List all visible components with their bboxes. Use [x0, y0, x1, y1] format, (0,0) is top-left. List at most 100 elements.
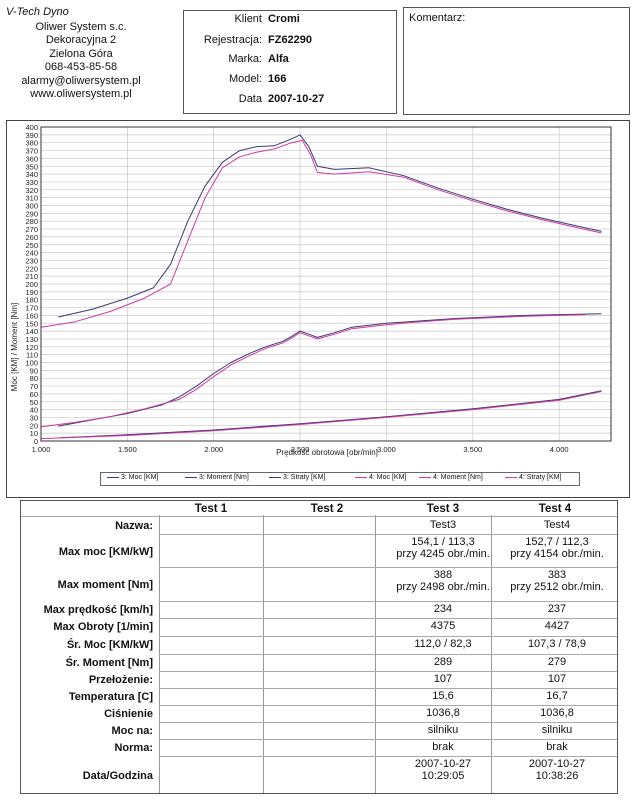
y-tick-label: 320	[25, 186, 38, 195]
model-row: Model: 166	[184, 73, 396, 91]
y-tick-label: 380	[25, 139, 38, 148]
legend-label: 3: Straty [KM]	[283, 474, 326, 481]
value-line: 107,3 / 78,9	[527, 638, 587, 650]
y-tick-label: 270	[25, 225, 38, 234]
value-line: brak	[546, 741, 568, 753]
value-line: 383	[547, 569, 567, 581]
legend-label: 3: Moment [Nm]	[199, 474, 249, 481]
company-info: V-Tech Dyno Oliwer System s.c. Dekoracyj…	[6, 6, 156, 102]
test-4-value: 4427	[495, 620, 619, 632]
y-tick-label: 10	[30, 429, 38, 438]
y-tick-label: 170	[25, 304, 38, 313]
legend-item: 4: Moment [Nm]	[419, 474, 483, 481]
y-tick-label: 30	[30, 413, 38, 422]
legend-label: 3: Moc [KM]	[121, 474, 159, 481]
row-label: Śr. Moc [KM/kW]	[66, 639, 153, 651]
x-tick-label: 4.000	[550, 445, 569, 454]
y-tick-label: 140	[25, 327, 38, 336]
y-tick-label: 210	[25, 272, 38, 281]
row-label: Max moc [KM/kW]	[58, 545, 153, 558]
y-tick-label: 260	[25, 233, 38, 242]
test-3-value: 2007-10-27 10:29:05	[381, 758, 505, 782]
date-label: Data	[238, 93, 262, 105]
x-tick-label: 3.000	[377, 445, 396, 454]
value-line: 15,6	[432, 690, 454, 702]
value-line: 2007-10-27	[414, 758, 472, 770]
value-line: 4427	[544, 620, 570, 632]
results-table: Test 1 Test 2 Test 3 Test 4 Nazwa: Test3 Test4…	[20, 500, 618, 794]
registration-label: Rejestracja:	[203, 34, 262, 46]
x-tick-label: 2.500	[291, 445, 310, 454]
test-3-value: 4375	[381, 620, 505, 632]
legend-label: 4: Moc [KM]	[369, 474, 407, 481]
value-line: 279	[547, 656, 567, 668]
value-line: Test4	[543, 519, 571, 531]
y-tick-label: 360	[25, 154, 38, 163]
dyno-chart: 0102030405060708090100110120130140150160…	[10, 123, 612, 457]
company-website: www.oliwersystem.pl	[30, 88, 132, 100]
test-3-value: 234	[381, 603, 505, 615]
test-4-value: 16,7	[495, 690, 619, 702]
model-value: 166	[268, 73, 287, 85]
value-line: silniku	[427, 724, 459, 736]
value-line: 154,1 / 113,3	[411, 536, 475, 548]
x-tick-label: 1.000	[32, 445, 51, 454]
y-tick-label: 340	[25, 170, 38, 179]
test-3-value: 112,0 / 82,3	[381, 638, 505, 650]
test-4-value: 383 przy 2512 obr./min.	[495, 569, 619, 593]
y-tick-label: 90	[30, 366, 38, 375]
test-3-value: 15,6	[381, 690, 505, 702]
legend-swatch	[107, 477, 119, 478]
row-divider	[159, 618, 617, 619]
client-info-box: Klient Cromi Rejestracja: FZ62290 Marka:…	[183, 10, 397, 114]
test-4-value: 237	[495, 603, 619, 615]
legend-item: 3: Moment [Nm]	[185, 474, 249, 481]
legend-swatch	[505, 477, 517, 478]
y-tick-label: 330	[25, 178, 38, 187]
y-tick-label: 120	[25, 343, 38, 352]
row-label: Śr. Moment [Nm]	[65, 657, 153, 669]
y-tick-label: 370	[25, 147, 38, 156]
row-divider	[159, 705, 617, 706]
y-tick-label: 350	[25, 162, 38, 171]
value-line: 107	[547, 673, 567, 685]
y-tick-label: 60	[30, 390, 38, 399]
test-3-value: 154,1 / 113,3 przy 4245 obr./min.	[381, 536, 505, 560]
value-line: 4375	[430, 620, 456, 632]
date-value: 2007-10-27	[268, 93, 325, 105]
y-tick-label: 70	[30, 382, 38, 391]
legend-label: 4: Moment [Nm]	[433, 474, 483, 481]
y-tick-label: 40	[30, 406, 38, 415]
company-email: alarmy@oliwersystem.pl	[21, 74, 141, 87]
x-tick-label: 3.500	[463, 445, 482, 454]
y-tick-label: 20	[30, 421, 38, 430]
company-line: Oliwer System s.c.	[35, 20, 127, 33]
row-divider	[159, 688, 617, 689]
test-3-value: 107	[381, 673, 505, 685]
y-tick-label: 180	[25, 296, 38, 305]
legend-item: 3: Moc [KM]	[107, 474, 158, 481]
y-tick-label: 80	[30, 374, 38, 383]
y-axis-title: Moc [KM] / Moment [Nm]	[10, 303, 19, 391]
value-line: 234	[433, 603, 453, 615]
chart-frame: 0 10 20 30 40 50 60 70 80 90 100 110 120 130 140 150 160…	[6, 120, 630, 498]
legend-item: 4: Moc [KM]	[355, 474, 406, 481]
company-line: Dekoracyjna 2	[45, 34, 117, 46]
make-row: Marka: Alfa	[184, 53, 396, 71]
row-label: Norma:	[114, 742, 153, 754]
y-tick-label: 100	[25, 359, 38, 368]
client-row: Klient Cromi	[184, 13, 396, 31]
y-tick-label: 400	[25, 123, 38, 132]
test-4-value: silniku	[495, 724, 619, 736]
row-divider	[159, 739, 617, 740]
chart-legend: 3: Moc [KM] 3: Moment [Nm] 3: Straty [KM] 4…	[100, 472, 580, 486]
y-tick-label: 240	[25, 249, 38, 258]
y-tick-label: 220	[25, 264, 38, 273]
y-tick-label: 280	[25, 217, 38, 226]
y-tick-label: 200	[25, 280, 38, 289]
make-label: Marka:	[228, 53, 262, 65]
value-line: silniku	[541, 724, 573, 736]
row-divider	[159, 756, 617, 757]
y-tick-label: 50	[30, 398, 38, 407]
row-divider	[159, 636, 617, 637]
